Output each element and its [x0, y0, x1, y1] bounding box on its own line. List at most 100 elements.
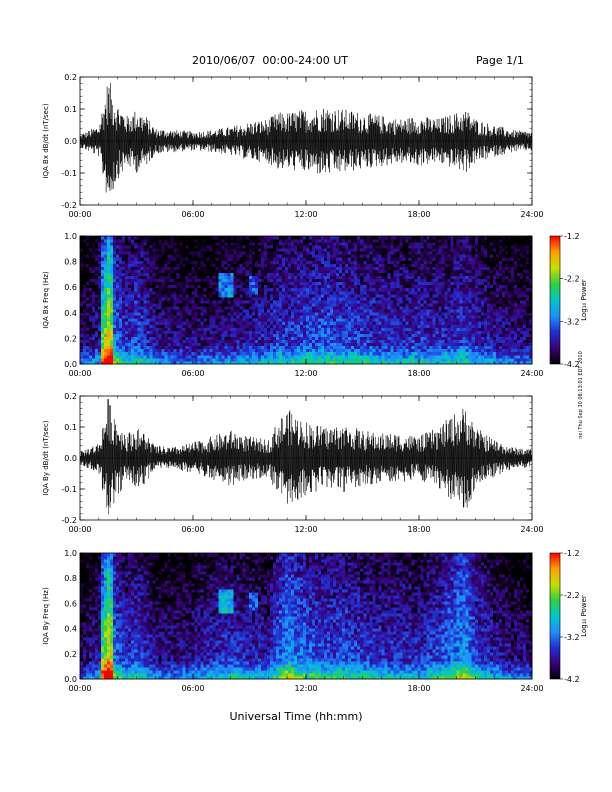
- spectrogram-cell: [387, 309, 391, 313]
- spectrogram-cell: [188, 248, 192, 252]
- spectrogram-cell: [146, 296, 150, 301]
- spectrogram-cell: [203, 315, 207, 319]
- spectrogram-cell: [269, 287, 274, 292]
- spectrogram-cell: [245, 318, 250, 322]
- spectrogram-cell: [239, 330, 244, 334]
- spectrogram-cell: [206, 300, 210, 304]
- spectrogram-cell: [290, 266, 295, 270]
- spectrogram-cell: [369, 278, 373, 283]
- spectrogram-cell: [357, 303, 361, 307]
- spectrogram-cell: [372, 315, 376, 319]
- spectrogram-cell: [101, 275, 105, 280]
- spectrogram-cell: [152, 303, 156, 307]
- spectrogram-cell: [125, 245, 129, 249]
- spectrogram-cell: [191, 242, 195, 246]
- spectrogram-cell: [95, 278, 99, 283]
- spectrogram-cell: [309, 266, 313, 270]
- spectrogram-cell: [345, 260, 349, 264]
- spectrogram-cell: [89, 354, 93, 359]
- spectrogram-cell: [327, 254, 331, 258]
- spectrogram-cell: [254, 257, 259, 261]
- spectrogram-cell: [354, 272, 358, 277]
- spectrogram-cell: [420, 351, 424, 356]
- spectrogram-cell: [272, 303, 277, 307]
- spectrogram-cell: [131, 254, 135, 258]
- spectrogram-cell: [287, 333, 292, 337]
- spectrogram-cell: [366, 281, 370, 286]
- spectrogram-cell: [104, 348, 108, 353]
- spectrogram-cell: [302, 284, 307, 289]
- spectrogram-cell: [251, 245, 256, 249]
- spectrogram-cell: [333, 290, 337, 295]
- spectrogram-cell: [281, 300, 286, 304]
- spectrogram-cell: [161, 354, 165, 359]
- spectrogram-cell: [414, 269, 418, 273]
- spectrogram-cell: [369, 281, 373, 286]
- spectrogram-cell: [197, 339, 201, 344]
- spectrogram-cell: [92, 351, 96, 356]
- spectrogram-cell: [360, 263, 364, 267]
- spectrogram-cell: [393, 260, 397, 264]
- spectrogram-cell: [324, 300, 328, 304]
- spectrogram-cell: [327, 245, 331, 249]
- spectrogram-cell: [170, 321, 174, 325]
- spectrogram-cell: [414, 336, 418, 341]
- spectrogram-cell: [137, 263, 141, 267]
- spectrogram-cell: [215, 339, 220, 344]
- spectrogram-cell: [188, 333, 192, 337]
- spectrogram-cell: [89, 284, 93, 289]
- spectrogram-cell: [363, 245, 367, 249]
- spectrogram-cell: [80, 312, 84, 316]
- spectrogram-cell: [387, 345, 391, 350]
- spectrogram-cell: [411, 245, 415, 249]
- spectrogram-cell: [275, 309, 280, 313]
- spectrogram-cell: [375, 272, 379, 277]
- spectrogram-cell: [420, 342, 424, 347]
- spectrogram-cell: [318, 242, 322, 246]
- spectrogram-cell: [119, 318, 123, 322]
- spectrogram-cell: [372, 296, 376, 301]
- spectrogram-cell: [221, 245, 226, 249]
- spectrogram-cell: [387, 275, 391, 280]
- spectrogram-cell: [95, 345, 99, 350]
- spectrogram-cell: [203, 336, 207, 341]
- spectrogram-cell: [98, 360, 102, 365]
- spectrogram-cell: [107, 333, 111, 337]
- spectrogram-cell: [309, 324, 313, 328]
- spectrogram-cell: [393, 296, 397, 301]
- spectrogram-cell: [405, 239, 409, 243]
- spectrogram-cell: [116, 300, 120, 304]
- spectrogram-cell: [254, 324, 259, 328]
- spectrogram-cell: [411, 254, 415, 258]
- spectrogram-cell: [188, 303, 192, 307]
- spectrogram-cell: [173, 300, 177, 304]
- spectrogram-cell: [278, 324, 283, 328]
- spectrogram-cell: [227, 327, 232, 331]
- spectrogram-cell: [363, 342, 367, 347]
- spectrogram-cell: [218, 245, 223, 249]
- spectrogram-cell: [158, 260, 162, 264]
- spectrogram-cell: [296, 254, 301, 258]
- spectrogram-cell: [342, 348, 346, 353]
- spectrogram-cell: [390, 260, 394, 264]
- spectrogram-cell: [333, 296, 337, 301]
- spectrogram-cell: [363, 357, 367, 362]
- spectrogram-cell: [330, 251, 334, 255]
- spectrogram-cell: [206, 257, 210, 261]
- spectrogram-cell: [194, 309, 198, 313]
- spectrogram-cell: [423, 278, 427, 283]
- spectrogram-cell: [402, 351, 406, 356]
- spectrogram-cell: [197, 318, 201, 322]
- spectrogram-cell: [309, 275, 313, 280]
- spectrogram-cell: [309, 242, 313, 246]
- spectrogram-cell: [233, 260, 238, 264]
- spectrogram-cell: [330, 339, 334, 344]
- spectrogram-cell: [104, 254, 108, 258]
- spectrogram-cell: [390, 248, 394, 252]
- spectrogram-cell: [414, 351, 418, 356]
- spectrogram-cell: [245, 348, 250, 353]
- spectrogram-cell: [236, 309, 241, 313]
- spectrogram-cell: [333, 236, 337, 240]
- spectrogram-cell: [113, 296, 117, 301]
- spectrogram-cell: [83, 272, 87, 277]
